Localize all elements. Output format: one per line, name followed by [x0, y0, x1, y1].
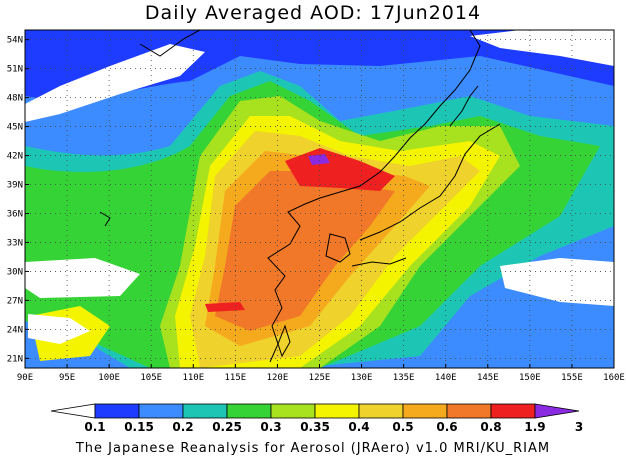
colorbar-swatch	[94, 403, 140, 419]
colorbar: 0.1 0.15 0.2 0.25 0.3 0.35 0.4 0.5 0.6 0.8 1.9 3	[50, 403, 583, 434]
colorbar-label: 0.15	[124, 420, 154, 434]
colorbar-swatch	[182, 403, 228, 419]
colorbar-label: 0.6	[436, 420, 457, 434]
lon-tick-label: 120E	[267, 373, 289, 383]
lon-tick-label: 140E	[435, 373, 457, 383]
lon-tick-label: 130E	[351, 373, 373, 383]
lat-tick-label: 45N	[7, 123, 23, 133]
lon-tick-label: 150E	[519, 373, 541, 383]
lon-tick-label: 90E	[17, 373, 33, 383]
lon-tick-label: 110E	[182, 373, 204, 383]
grid-lines	[25, 30, 614, 368]
lon-tick-label: 155E	[561, 373, 583, 383]
colorbar-label: 3	[575, 420, 583, 434]
lon-tick-label: 145E	[477, 373, 499, 383]
lat-tick-label: 48N	[7, 94, 23, 104]
colorbar-swatch	[50, 403, 96, 419]
lon-tick-label: 125E	[309, 373, 331, 383]
lat-tick-label: 51N	[7, 65, 23, 75]
aod-map: 90E 95E 100E 105E 110E 115E 120E 125E 130E 135E 14…	[0, 26, 626, 396]
colorbar-swatch	[534, 403, 580, 419]
colorbar-label: 0.8	[480, 420, 501, 434]
lon-axis: 90E 95E 100E 105E 110E 115E 120E 125E 130E 135E 14…	[17, 364, 625, 383]
colorbar-label: 0.4	[348, 420, 369, 434]
colorbar-swatch	[402, 403, 448, 419]
colorbar-swatch	[138, 403, 184, 419]
lon-tick-label: 105E	[140, 373, 162, 383]
colorbar-swatch	[226, 403, 272, 419]
lon-tick-label: 95E	[59, 373, 75, 383]
colorbar-label: 0.5	[392, 420, 413, 434]
lon-tick-label: 100E	[98, 373, 120, 383]
map-title: Daily Averaged AOD: 17Jun2014	[144, 2, 482, 24]
colorbar-label: 0.2	[172, 420, 193, 434]
colorbar-swatch	[270, 403, 316, 419]
colorbar-swatch	[446, 403, 492, 419]
lat-tick-label: 30N	[7, 267, 23, 277]
colorbar-label: 0.25	[212, 420, 242, 434]
lon-tick-label: 115E	[225, 373, 247, 383]
lat-axis: 54N 51N 48N 45N 42N 39N 36N 33N 30N 27N 24N 21N	[7, 36, 29, 364]
lat-tick-label: 21N	[7, 354, 23, 364]
colorbar-swatch	[314, 403, 360, 419]
lon-tick-label: 160E	[603, 373, 625, 383]
lat-tick-label: 24N	[7, 325, 23, 335]
colorbar-label: 0.35	[300, 420, 330, 434]
lat-tick-label: 42N	[7, 152, 23, 162]
colorbar-label: 0.1	[84, 420, 105, 434]
lat-tick-label: 39N	[7, 181, 23, 191]
lat-tick-label: 27N	[7, 296, 23, 306]
lat-tick-label: 36N	[7, 209, 23, 219]
colorbar-swatch	[358, 403, 404, 419]
credit-line: The Japanese Reanalysis for Aerosol (JRA…	[75, 441, 551, 456]
colorbar-label: 0.3	[260, 420, 281, 434]
lon-tick-label: 135E	[393, 373, 415, 383]
colorbar-label: 1.9	[524, 420, 545, 434]
aod-field	[25, 30, 614, 368]
lat-tick-label: 33N	[7, 238, 23, 248]
lat-tick-label: 54N	[7, 36, 23, 46]
colorbar-swatch	[490, 403, 536, 419]
